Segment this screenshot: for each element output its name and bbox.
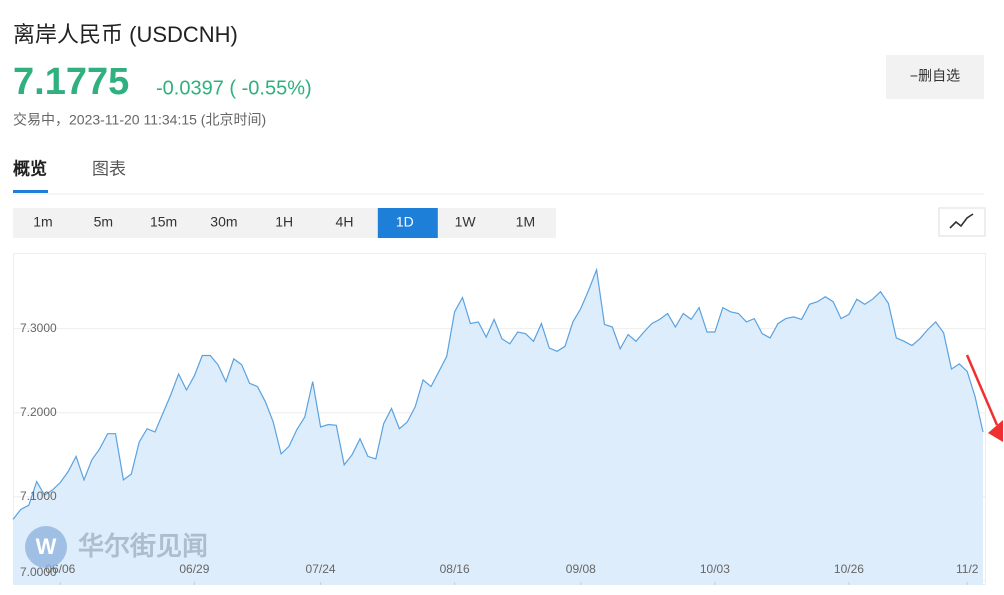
period-active [377, 208, 438, 238]
x-tick-label: 09/08 [566, 562, 596, 576]
period-button[interactable]: 1W [455, 214, 477, 230]
area [13, 269, 983, 585]
y-tick-label: 7.3000 [20, 321, 57, 335]
x-tick-label: 06/29 [179, 562, 209, 576]
period-button[interactable]: 1H [275, 214, 293, 230]
title: 离岸人民币 (USDCNH) [13, 22, 238, 47]
period-button[interactable]: 1m [33, 214, 52, 230]
chart-type-icon [949, 213, 974, 229]
x-tick-label: 07/24 [306, 562, 336, 576]
x-tick-label: 11/2 [956, 562, 979, 576]
status: 交易中，2023-11-20 11:34:15 (北京时间) [13, 112, 266, 128]
x-tick-label: 10/26 [834, 562, 864, 576]
period-bar [13, 208, 556, 238]
period-button[interactable]: 1M [516, 214, 535, 230]
period-button[interactable]: 4H [336, 214, 354, 230]
tab[interactable]: 图表 [92, 159, 126, 178]
change: -0.0397 ( -0.55%) [156, 77, 312, 99]
y-tick-label: 7.1000 [20, 489, 57, 503]
annotation-arrowhead [988, 420, 1003, 442]
y-tick-label: 7.0000 [20, 565, 57, 579]
annotation-arrow [965, 354, 999, 426]
period-button[interactable]: 5m [94, 214, 113, 230]
y-tick-label: 7.2000 [20, 405, 57, 419]
watermark-logo-letter: W [36, 534, 57, 559]
tab[interactable]: 概览 [13, 158, 47, 178]
chart-type-button[interactable] [938, 207, 986, 237]
period-button[interactable]: 30m [210, 214, 237, 230]
watchlist-button[interactable] [886, 55, 984, 99]
watchlist-button-label[interactable]: −删自选 [910, 68, 960, 84]
price: 7.1775 [13, 61, 129, 103]
period-button[interactable]: 1D [396, 214, 414, 230]
watermark: 华尔街见闻 [78, 531, 208, 561]
line [12, 267, 984, 520]
x-tick-label: 08/16 [440, 562, 470, 576]
x-tick-label: 10/03 [700, 562, 730, 576]
tab-underline [13, 190, 48, 193]
watermark-logo [25, 526, 67, 568]
period-button[interactable]: 15m [150, 214, 177, 230]
